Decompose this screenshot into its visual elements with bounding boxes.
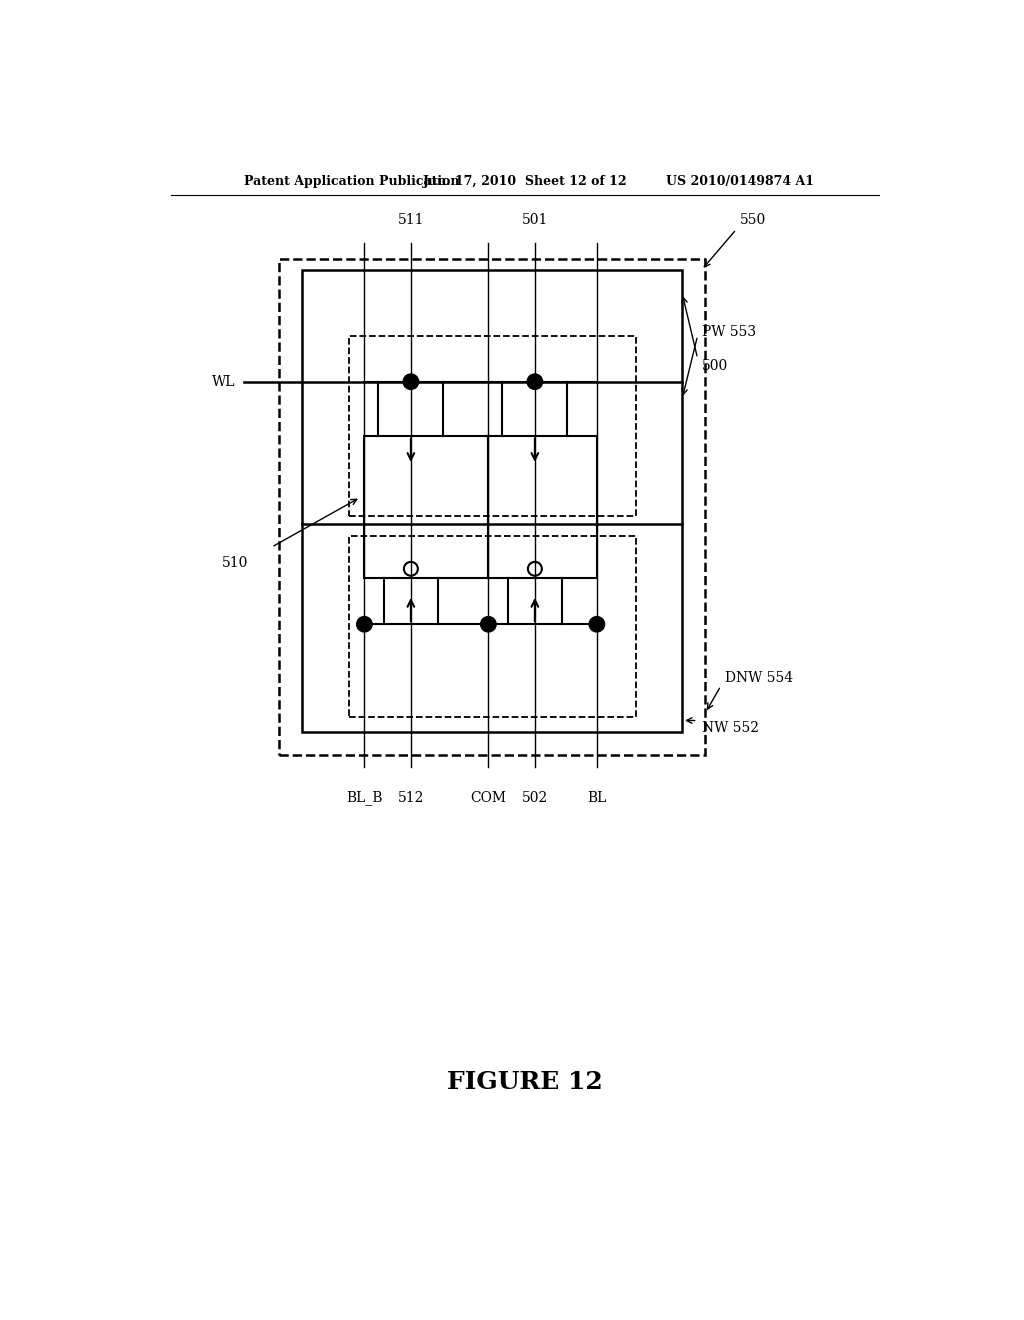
Text: 510: 510: [222, 556, 248, 570]
Bar: [349, 536, 636, 717]
Text: WL: WL: [211, 375, 234, 388]
Circle shape: [589, 616, 604, 632]
Text: 502: 502: [522, 791, 548, 804]
Text: Patent Application Publication: Patent Application Publication: [245, 176, 460, 187]
Bar: [349, 335, 636, 516]
Circle shape: [403, 374, 419, 389]
Text: 512: 512: [397, 791, 424, 804]
Text: FIGURE 12: FIGURE 12: [446, 1071, 603, 1094]
Circle shape: [480, 616, 496, 632]
Bar: [280, 259, 706, 755]
Text: BL: BL: [587, 791, 606, 804]
Text: US 2010/0149874 A1: US 2010/0149874 A1: [666, 176, 814, 187]
Text: DNW 554: DNW 554: [725, 671, 793, 685]
Circle shape: [356, 616, 372, 632]
Text: 501: 501: [521, 213, 548, 227]
Text: 550: 550: [740, 213, 767, 227]
Text: NW 552: NW 552: [701, 721, 759, 735]
Text: 500: 500: [701, 359, 728, 374]
Text: COM: COM: [470, 791, 507, 804]
Text: 511: 511: [397, 213, 424, 227]
Bar: [302, 271, 682, 733]
Text: Jun. 17, 2010  Sheet 12 of 12: Jun. 17, 2010 Sheet 12 of 12: [423, 176, 627, 187]
Text: PW 553: PW 553: [701, 325, 756, 339]
Text: BL_B: BL_B: [346, 791, 383, 805]
Circle shape: [527, 374, 543, 389]
